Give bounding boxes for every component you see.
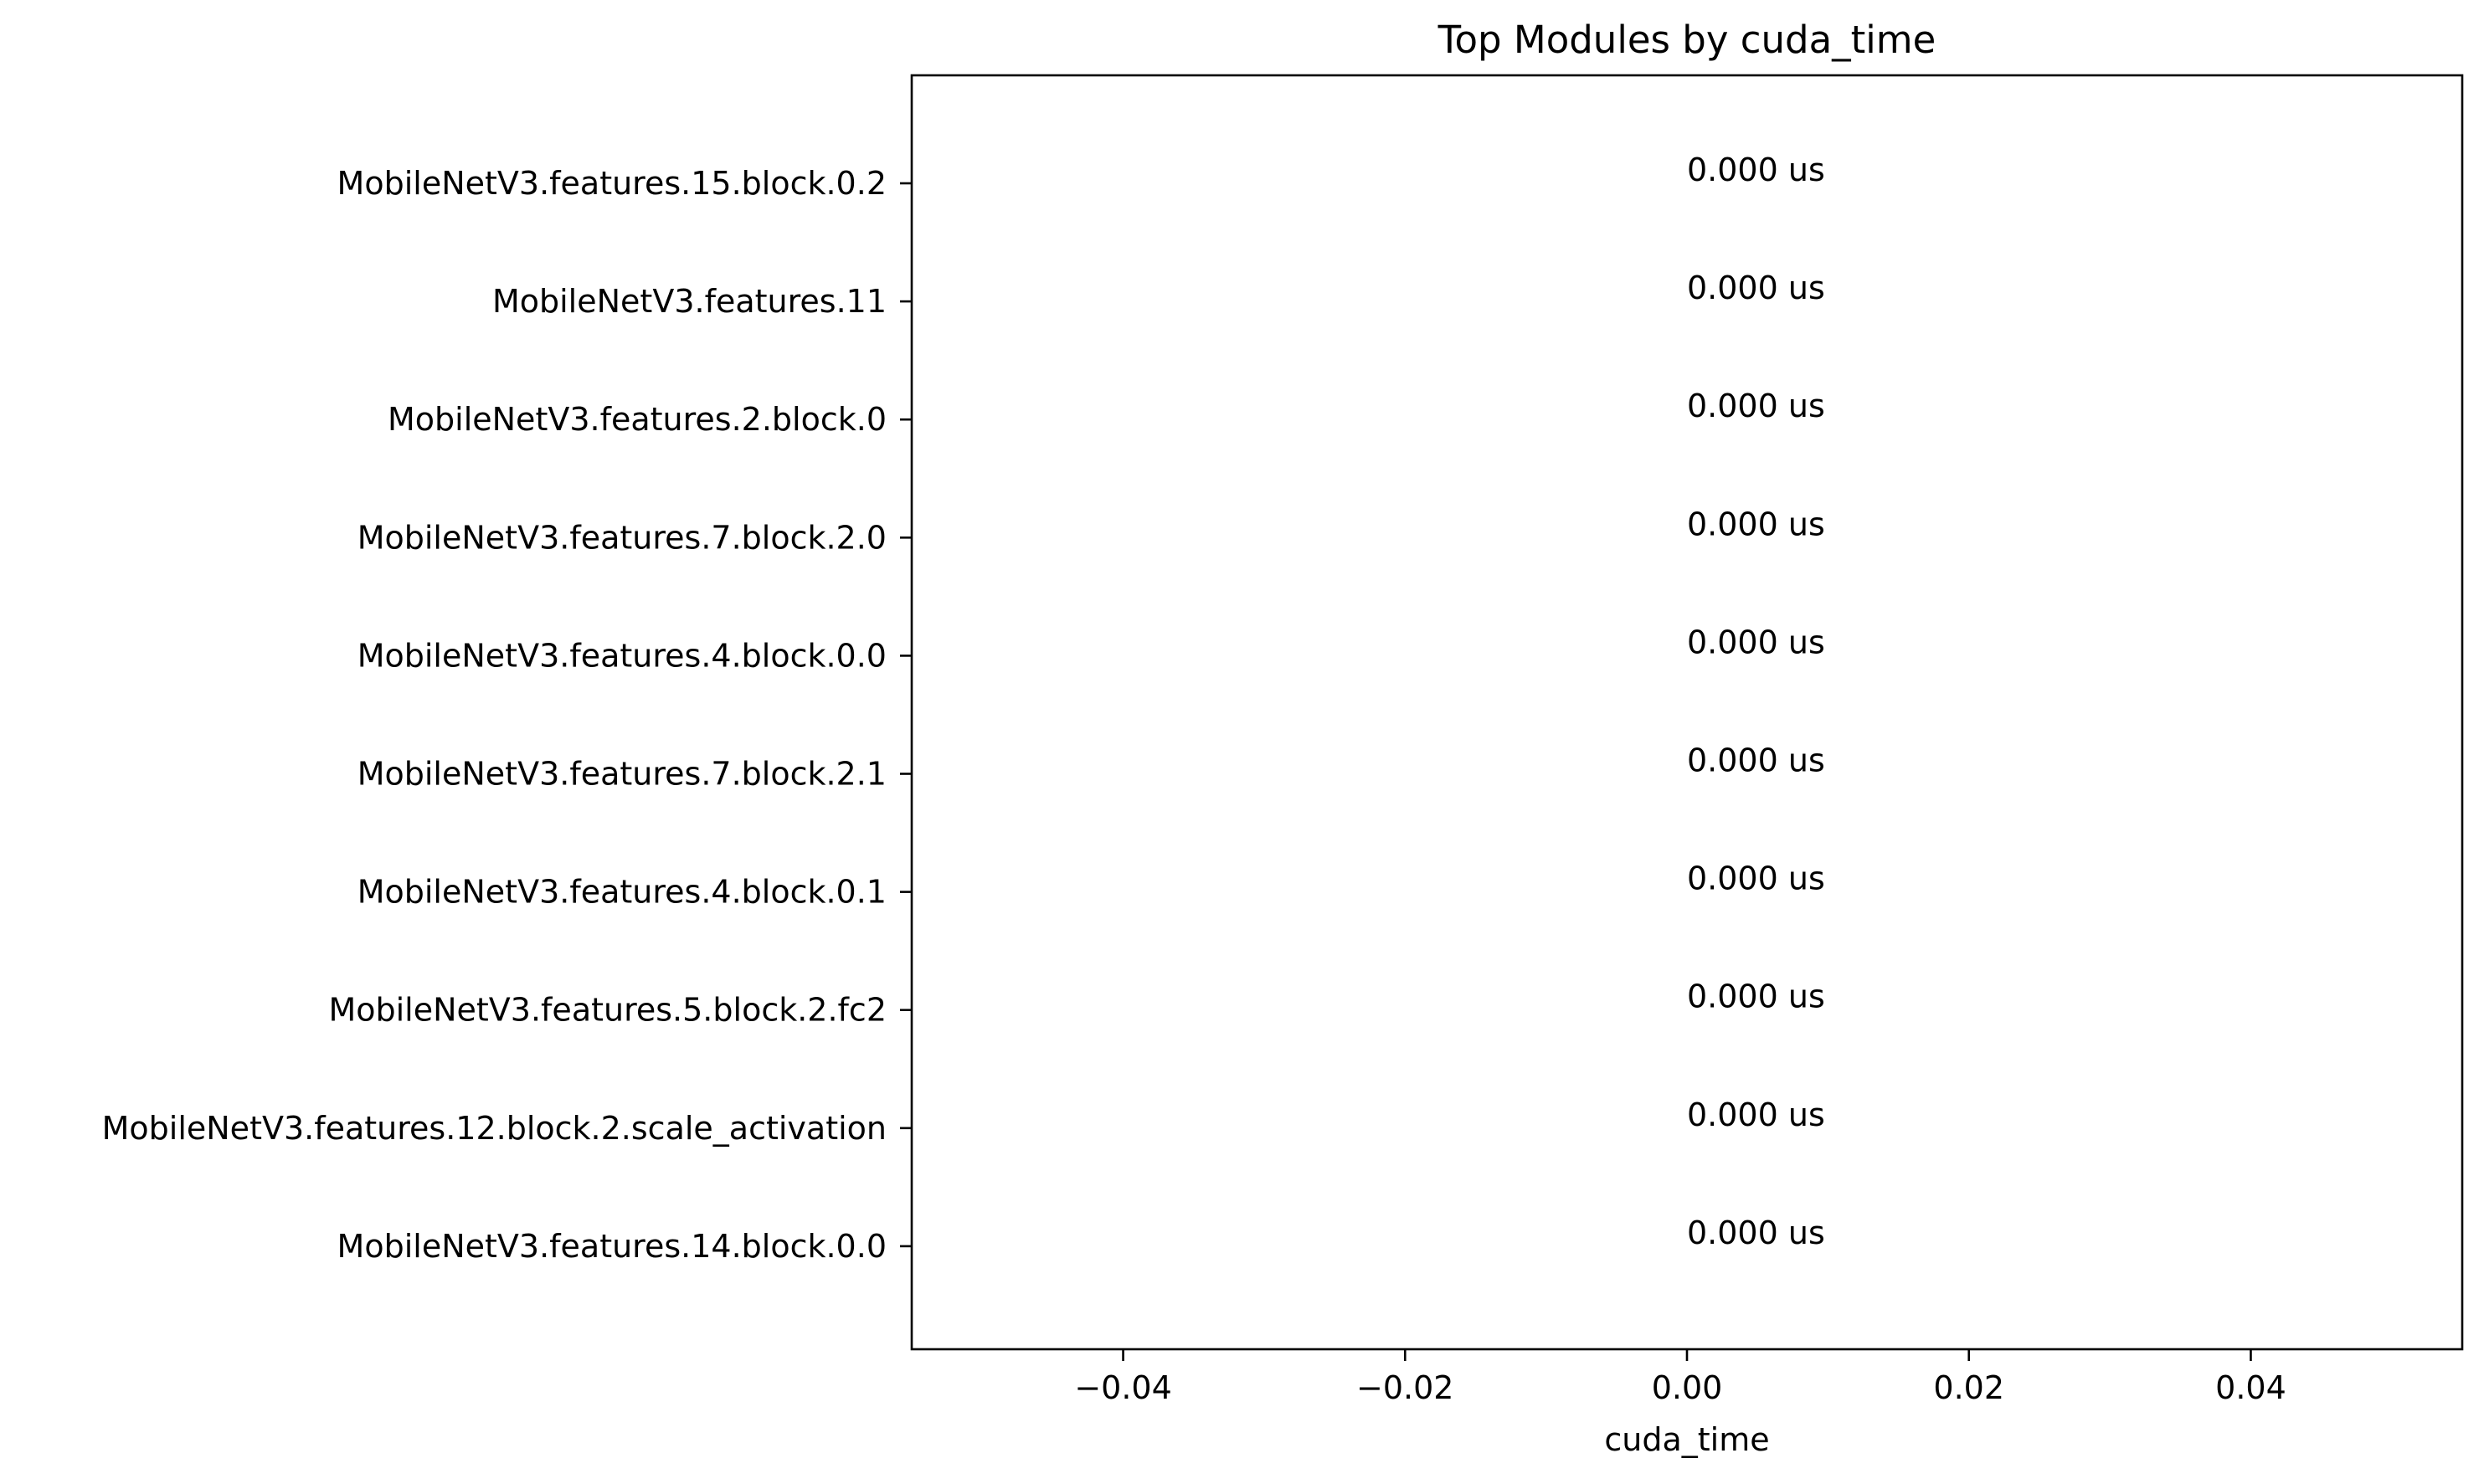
x-axis-label: cuda_time [1604, 1421, 1769, 1458]
x-tick-label: −0.04 [1074, 1369, 1171, 1406]
y-tick-label: MobileNetV3.features.4.block.0.0 [357, 637, 887, 674]
bar-value-label: 0.000 us [1687, 1214, 1825, 1251]
y-tick-label: MobileNetV3.features.12.block.2.scale_ac… [102, 1110, 887, 1147]
y-axis: MobileNetV3.features.15.block.0.2 MobileN… [102, 165, 912, 1265]
plot-frame [910, 74, 2464, 1351]
x-tick-label: −0.02 [1356, 1369, 1453, 1406]
bar-value-label: 0.000 us [1687, 860, 1825, 897]
bar-value-label: 0.000 us [1687, 978, 1825, 1015]
y-tick-label: MobileNetV3.features.5.block.2.fc2 [328, 992, 887, 1029]
bar-value-label: 0.000 us [1687, 388, 1825, 424]
bar-value-label: 0.000 us [1687, 506, 1825, 542]
y-tick-label: MobileNetV3.features.7.block.2.0 [357, 519, 887, 556]
chart-title: Top Modules by cuda_time [1437, 18, 1936, 62]
y-tick-label: MobileNetV3.features.15.block.0.2 [337, 165, 887, 202]
chart-marks: 0.000 us 0.000 us 0.000 us 0.000 us 0.000 us… [1687, 151, 1825, 1251]
bar-value-label: 0.000 us [1687, 151, 1825, 188]
y-tick-label: MobileNetV3.features.7.block.2.1 [357, 756, 887, 793]
y-tick-label: MobileNetV3.features.14.block.0.0 [337, 1228, 887, 1265]
x-tick-label: 0.00 [1652, 1369, 1723, 1406]
x-axis: −0.04 −0.02 0.00 0.02 0.04 [1074, 1349, 2286, 1406]
bar-value-label: 0.000 us [1687, 742, 1825, 779]
bar-value-label: 0.000 us [1687, 624, 1825, 660]
x-tick-label: 0.02 [1933, 1369, 2004, 1406]
bar-value-label: 0.000 us [1687, 1096, 1825, 1133]
y-tick-label: MobileNetV3.features.2.block.0 [388, 401, 887, 438]
y-tick-label: MobileNetV3.features.4.block.0.1 [357, 874, 887, 911]
bar-value-label: 0.000 us [1687, 270, 1825, 306]
x-tick-label: 0.04 [2215, 1369, 2286, 1406]
y-tick-label: MobileNetV3.features.11 [492, 283, 887, 320]
